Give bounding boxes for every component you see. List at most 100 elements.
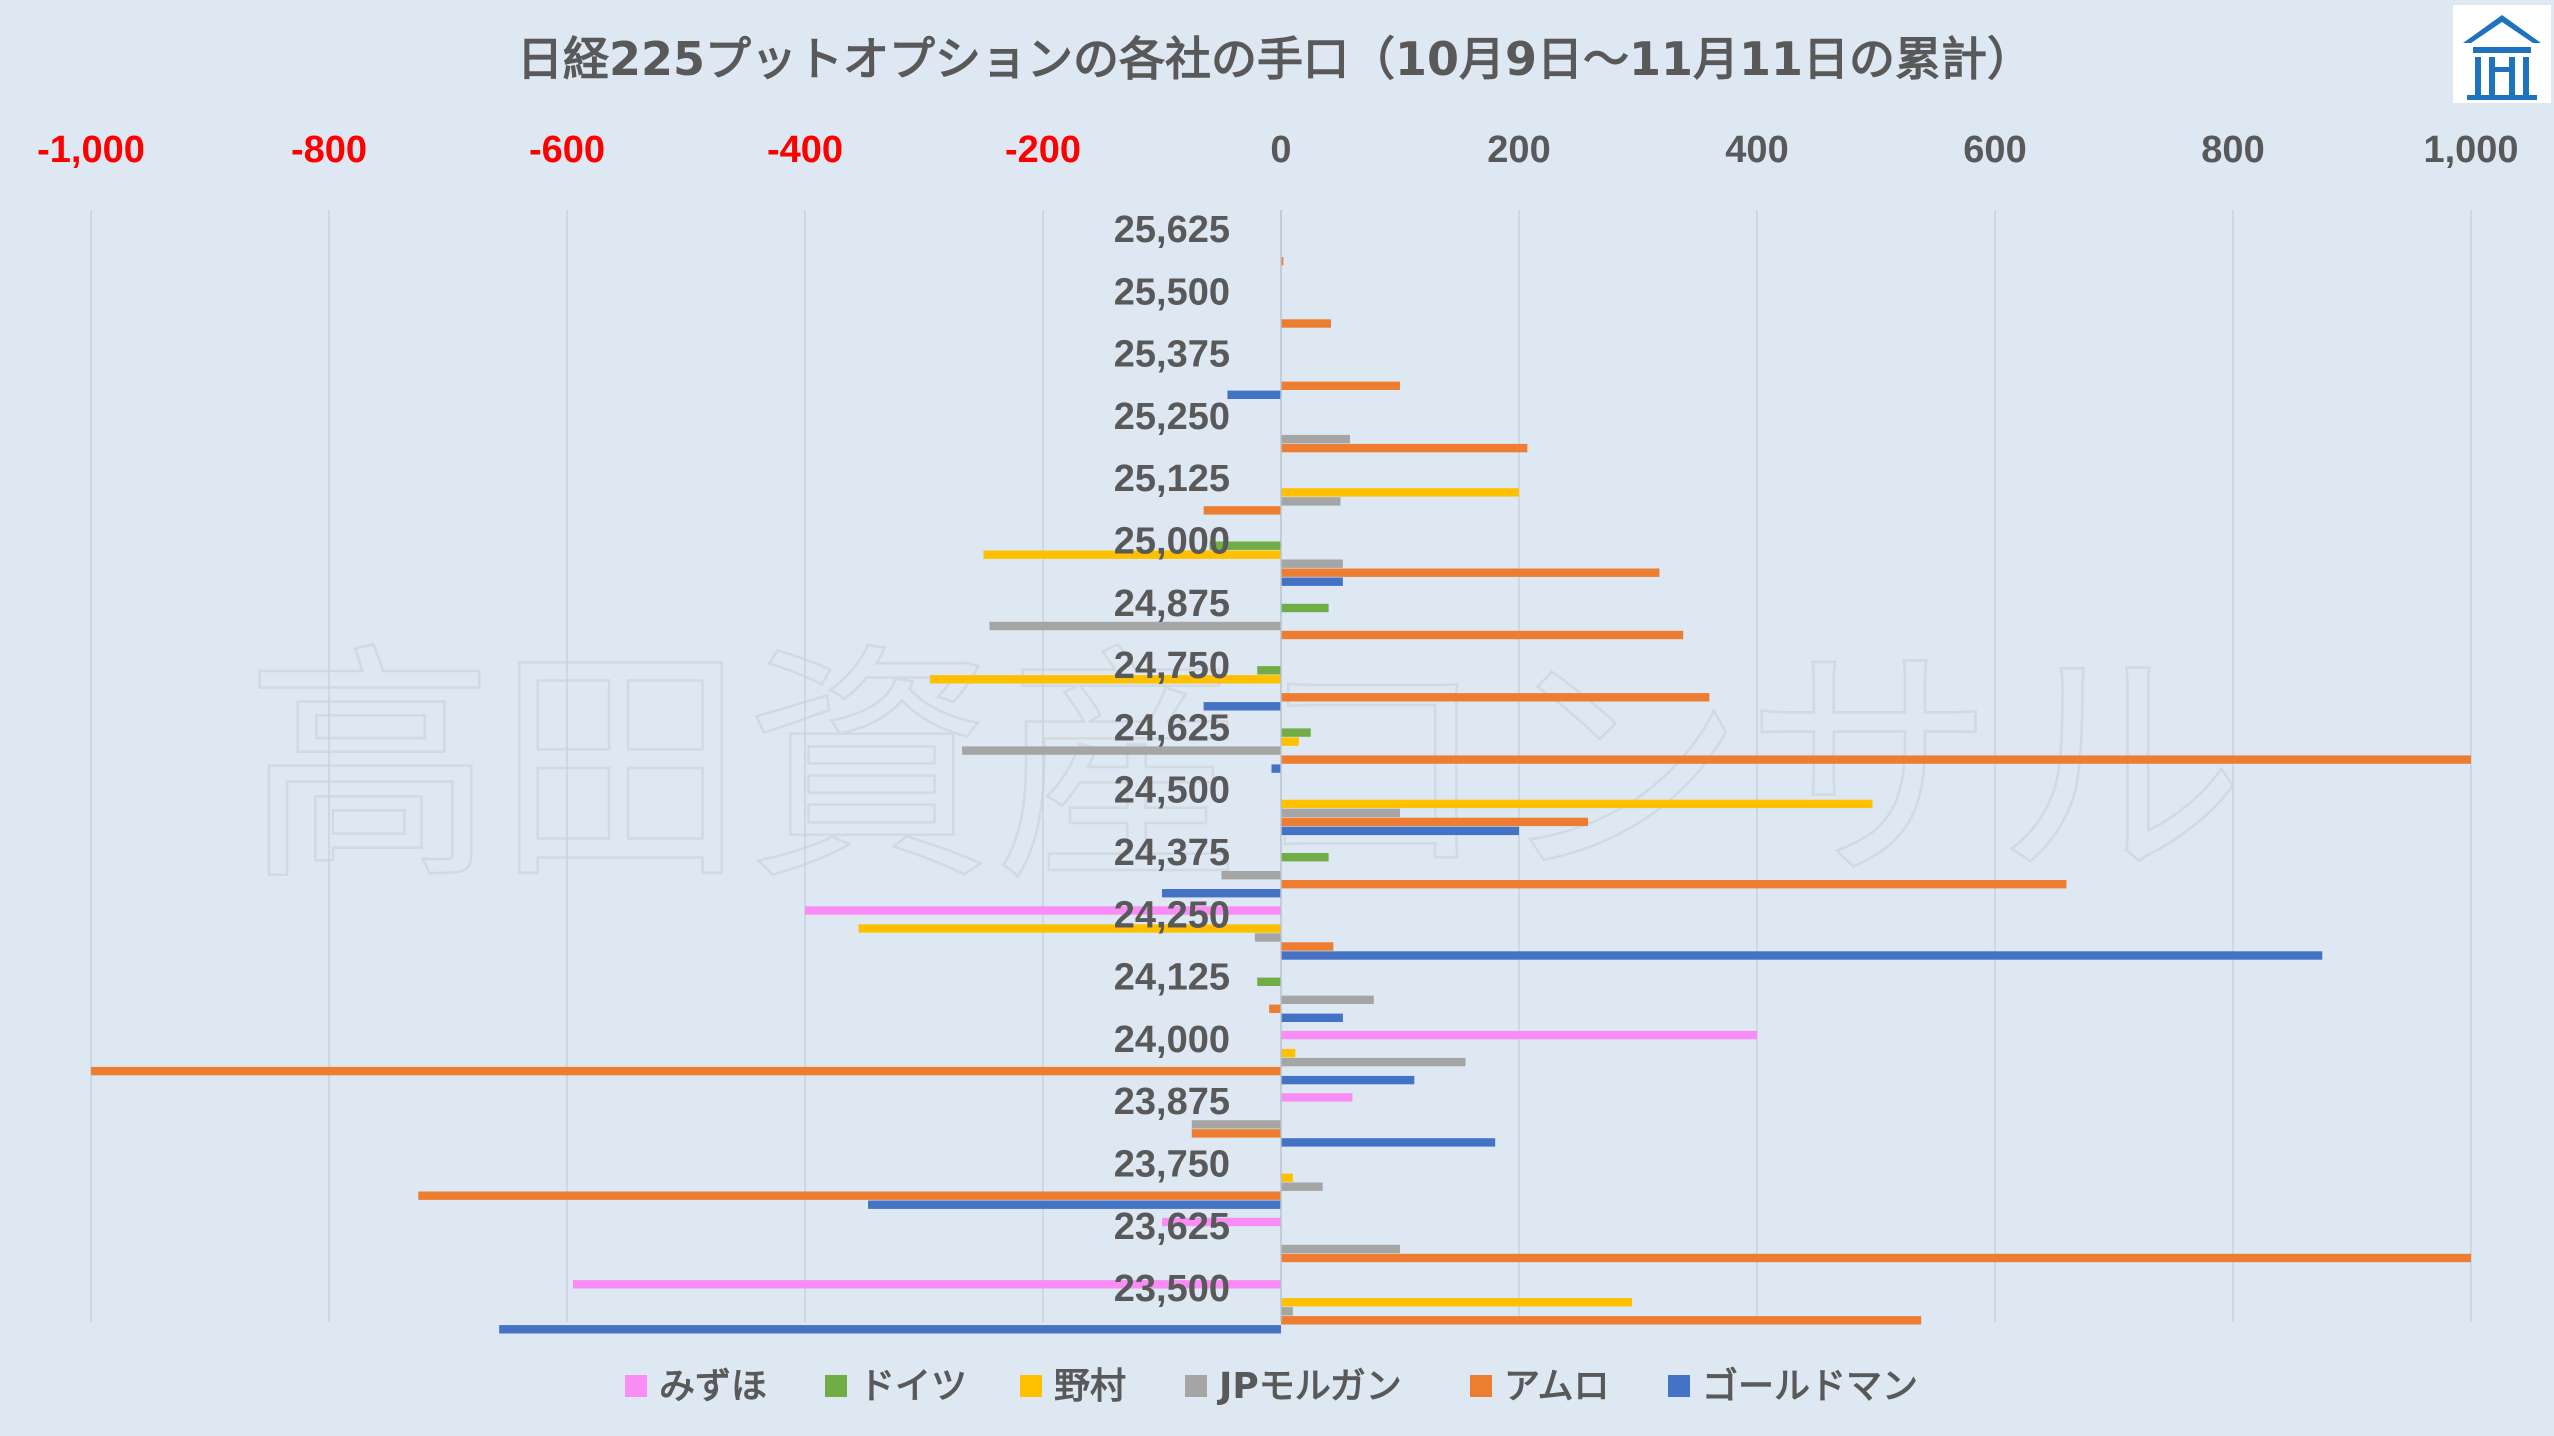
x-tick-label: 800	[2201, 129, 2264, 171]
y-tick-label: 25,500	[1114, 271, 1230, 313]
watermark: 高田資産コンサル	[245, 623, 2245, 914]
legend-item: ゴールドマン	[1668, 1365, 1918, 1407]
bar	[1281, 1173, 1293, 1182]
legend-swatch	[1020, 1375, 1042, 1397]
bar	[1281, 755, 2471, 764]
bar	[805, 906, 1281, 915]
bar	[1281, 434, 1351, 444]
legend-label: 野村	[1054, 1366, 1126, 1407]
y-tick-label: 24,375	[1114, 832, 1230, 874]
y-tick-label: 24,125	[1114, 957, 1230, 999]
bar	[1281, 826, 1519, 836]
bar	[1281, 488, 1519, 497]
bar	[1281, 728, 1311, 737]
bar	[1191, 1129, 1281, 1138]
legend-label: JPモルガン	[1216, 1366, 1402, 1407]
legend-swatch	[1185, 1375, 1207, 1397]
bar	[1281, 319, 1331, 328]
bar	[989, 621, 1281, 631]
bar	[1281, 443, 1528, 453]
bar	[1281, 257, 1284, 266]
legend: みずほ ドイツ 野村 JPモルガン アムロ ゴールドマン	[625, 1365, 1918, 1407]
bar	[983, 550, 1281, 559]
x-tick-label: 200	[1487, 129, 1550, 171]
bar	[1281, 1013, 1343, 1022]
bar	[418, 1191, 1281, 1200]
bar	[499, 1325, 1281, 1334]
bar	[1281, 1048, 1296, 1058]
bar	[1281, 603, 1329, 613]
y-tick-label: 24,875	[1114, 583, 1230, 625]
bar	[1281, 808, 1400, 818]
bar	[1281, 1057, 1466, 1067]
x-tick-labels: -1,000 -800 -600 -400 -200 0 200 400 600 800 1,000	[37, 129, 2518, 171]
bar	[1269, 1004, 1281, 1013]
y-tick-label: 24,250	[1114, 894, 1230, 936]
bar	[1254, 933, 1281, 942]
bar	[1281, 880, 2067, 889]
x-tick-label: -800	[291, 129, 367, 171]
bar	[1281, 1075, 1415, 1085]
bar	[1281, 799, 1873, 809]
x-tick-label: 0	[1270, 129, 1291, 171]
x-tick-label: -1,000	[37, 129, 145, 171]
legend-item: JPモルガン	[1185, 1366, 1402, 1407]
y-tick-label: 23,750	[1114, 1144, 1230, 1186]
bar	[1281, 1030, 1757, 1040]
bar	[1271, 764, 1281, 773]
bar	[1281, 817, 1589, 827]
legend-item: アムロ	[1470, 1366, 1609, 1407]
bar	[1203, 506, 1281, 515]
x-tick-label: -600	[529, 129, 605, 171]
bar	[1281, 1307, 1293, 1316]
bars	[91, 257, 2471, 1334]
y-tick-label: 24,000	[1114, 1019, 1230, 1061]
bar	[1162, 889, 1281, 898]
legend-label: みずほ	[659, 1366, 767, 1407]
y-tick-label: 25,125	[1114, 458, 1230, 500]
legend-swatch	[625, 1375, 647, 1397]
bar	[1281, 559, 1343, 568]
bar	[1281, 995, 1374, 1004]
y-tick-label: 24,500	[1114, 770, 1230, 812]
legend-item: ドイツ	[825, 1366, 967, 1407]
bar	[1281, 853, 1329, 862]
legend-label: ドイツ	[859, 1366, 967, 1407]
x-tick-label: 1,000	[2423, 129, 2518, 171]
x-tick-label: 400	[1725, 129, 1788, 171]
y-tick-label: 23,500	[1114, 1268, 1230, 1310]
bar	[1281, 1298, 1633, 1307]
bar	[1281, 951, 2323, 960]
bar	[1281, 1093, 1353, 1102]
bar	[1257, 666, 1281, 675]
gridlines	[90, 210, 2472, 1322]
legend-label: ゴールドマン	[1702, 1365, 1918, 1407]
bar	[572, 1280, 1281, 1289]
logo	[2453, 5, 2551, 103]
y-tick-label: 25,625	[1114, 209, 1230, 251]
x-tick-label: -400	[767, 129, 843, 171]
bar	[1281, 568, 1660, 577]
bar	[1281, 693, 1710, 702]
y-tick-label: 25,250	[1114, 396, 1230, 438]
legend-item: 野村	[1020, 1366, 1126, 1407]
bar	[1209, 541, 1281, 550]
bar	[1281, 1244, 1400, 1254]
x-tick-label: 600	[1963, 129, 2026, 171]
bar	[1221, 871, 1281, 880]
bar	[1191, 1120, 1281, 1129]
legend-swatch	[1470, 1375, 1492, 1397]
y-tick-label: 23,625	[1114, 1206, 1230, 1248]
y-tick-label: 25,000	[1114, 521, 1230, 563]
bar	[1281, 1182, 1323, 1191]
legend-item: みずほ	[625, 1366, 767, 1407]
bar	[1281, 1253, 2471, 1263]
x-tick-label: -200	[1005, 129, 1081, 171]
bar	[1281, 737, 1299, 746]
bar	[1281, 381, 1400, 390]
bar	[1203, 702, 1281, 711]
bar	[1281, 497, 1341, 506]
bar	[868, 1200, 1281, 1209]
bar	[929, 675, 1281, 684]
